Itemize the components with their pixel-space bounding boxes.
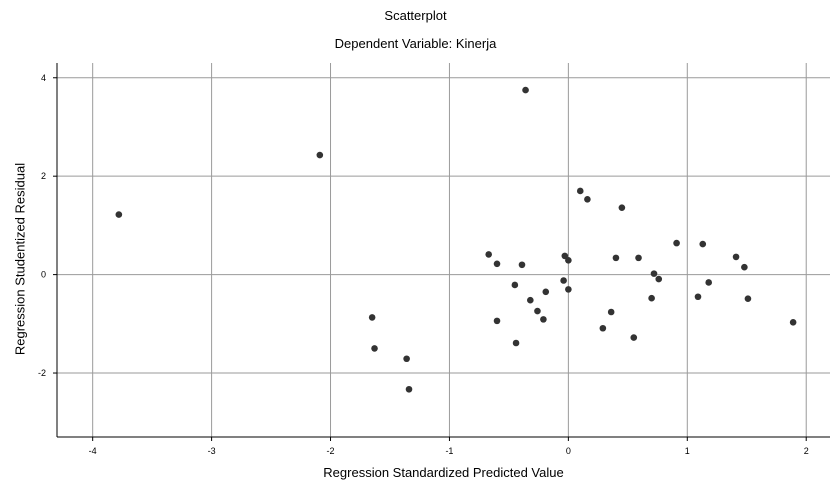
x-tick-label: 1: [685, 446, 690, 456]
scatter-point: [542, 288, 550, 296]
scatter-point: [612, 254, 620, 262]
scatter-point: [540, 316, 547, 323]
scatter-point: [744, 295, 752, 303]
scatter-point: [405, 385, 413, 393]
y-tick-label: 0: [41, 270, 46, 280]
scatter-point: [673, 239, 680, 247]
scatter-point: [789, 319, 797, 326]
scatter-point: [635, 254, 642, 262]
scatter-point: [485, 251, 492, 258]
scatter-point: [560, 277, 567, 284]
scatter-point: [741, 263, 748, 271]
scatter-point: [630, 334, 638, 341]
scatter-point: [403, 355, 410, 363]
scatter-point: [371, 345, 378, 352]
x-tick-label: -1: [445, 446, 453, 456]
y-tick-label: 4: [41, 73, 46, 83]
scatter-point: [493, 317, 501, 325]
scatter-point: [115, 211, 123, 218]
scatter-point: [493, 260, 501, 268]
scatter-point: [655, 275, 663, 283]
tick-labels: -4 -3 -2 -1 0 1 2 -2 0 2 4: [38, 73, 809, 456]
scatter-point: [565, 286, 572, 293]
y-axis-label: Regression Studentized Residual: [12, 162, 28, 356]
x-tick-label: -2: [327, 446, 335, 456]
chart-subtitle: Dependent Variable: Kinerja: [334, 36, 497, 51]
axes: [53, 63, 830, 441]
scatter-point: [650, 270, 658, 277]
x-tick-label: -3: [208, 446, 216, 456]
x-tick-label: 0: [566, 446, 571, 456]
scatter-point: [527, 296, 534, 304]
scatter-point: [565, 257, 572, 264]
y-tick-label: -2: [38, 368, 46, 378]
scatter-point: [518, 261, 526, 269]
scatter-point: [599, 324, 607, 332]
scatter-point: [584, 196, 591, 203]
x-tick-label: -4: [89, 446, 97, 456]
scatter-point: [694, 293, 702, 301]
y-tick-label: 2: [41, 171, 46, 181]
scatter-point: [576, 187, 584, 195]
grid-lines: [57, 63, 830, 437]
scatter-point: [512, 339, 520, 347]
scatter-point: [732, 253, 740, 261]
scatter-point: [522, 86, 529, 94]
scatter-point: [368, 314, 376, 321]
scatter-point: [705, 279, 712, 286]
scatter-point: [561, 252, 569, 260]
scatter-point: [618, 204, 626, 211]
scatter-point: [607, 308, 615, 316]
x-axis-label: Regression Standardized Predicted Value: [323, 465, 564, 480]
data-points: [115, 86, 797, 393]
x-tick-label: 2: [804, 446, 809, 456]
scatter-point: [316, 151, 324, 159]
scatter-point: [648, 294, 655, 302]
scatter-point: [534, 307, 541, 315]
chart-title: Scatterplot: [384, 8, 447, 23]
scatter-point: [699, 240, 707, 248]
scatter-point: [511, 281, 519, 289]
